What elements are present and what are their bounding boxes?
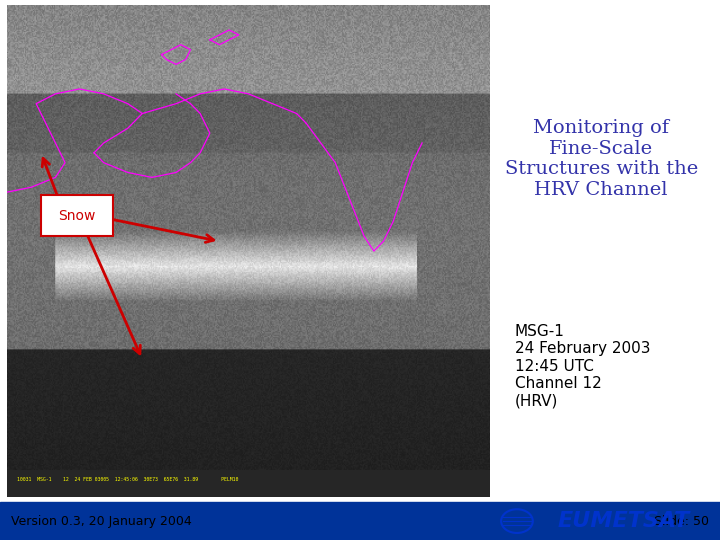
Text: EUMETSAT: EUMETSAT [558, 511, 690, 531]
Text: Slide: 50: Slide: 50 [654, 515, 709, 528]
Text: Monitoring of
Fine-Scale
Structures with the
HRV Channel: Monitoring of Fine-Scale Structures with… [505, 119, 698, 199]
Text: 10031  MSG-1    12  24 FEB 03005  12:45:06  30E73  65E76  31.89        PELM10: 10031 MSG-1 12 24 FEB 03005 12:45:06 30E… [17, 477, 238, 482]
Bar [0, 502, 720, 540]
FancyBboxPatch shape [41, 194, 113, 237]
Text: MSG-1
24 February 2003
12:45 UTC
Channel 12
(HRV): MSG-1 24 February 2003 12:45 UTC Channel… [515, 324, 650, 409]
Text: Version 0.3, 20 January 2004: Version 0.3, 20 January 2004 [11, 515, 192, 528]
Text: Snow: Snow [58, 209, 96, 222]
